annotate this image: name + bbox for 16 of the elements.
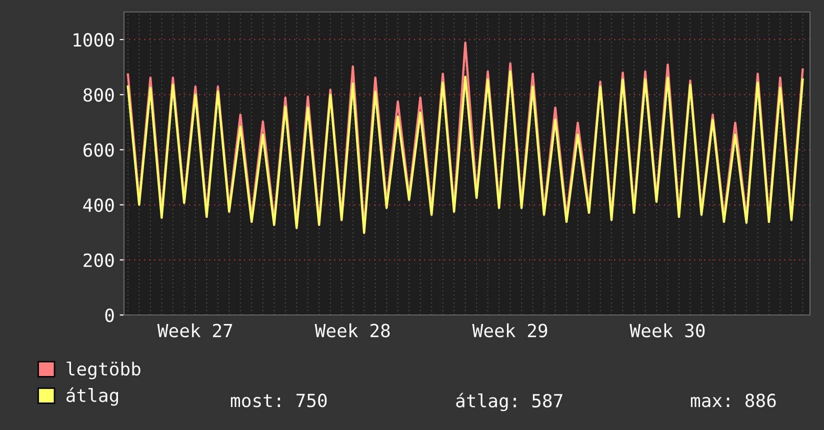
x-tick-label: Week 28 (314, 323, 390, 338)
y-tick-label: 600 (84, 143, 114, 157)
y-tick-label: 200 (84, 253, 114, 268)
y-tick-label: 400 (83, 198, 114, 212)
x-tick-label: Week 29 (472, 323, 548, 338)
legend-label: legtöbb (66, 362, 140, 380)
text: átlag: 587 (456, 392, 562, 412)
y-tick-label: 1000 (74, 33, 114, 47)
x-tick-label: Week 27 (157, 323, 232, 338)
x-tick-label: Week 30 (630, 323, 705, 338)
text: max: 886 (690, 394, 776, 408)
line-series (126, 70, 804, 234)
y-tick-label: 0 (105, 308, 114, 322)
text: most: 750 (230, 394, 327, 408)
legend-label: átlag (66, 387, 118, 406)
y-tick-label: 800 (84, 88, 114, 102)
